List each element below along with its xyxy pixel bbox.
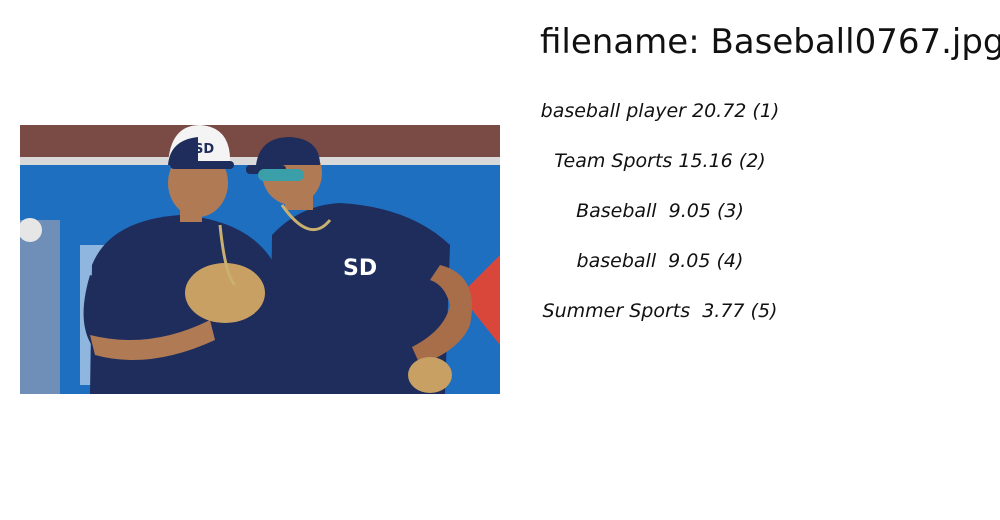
stands: [20, 125, 500, 157]
cap-logo: SD: [194, 142, 214, 157]
baseball-photo: SD SD: [20, 125, 500, 394]
wall-logo: [460, 255, 500, 345]
label-item: Summer Sports 3.77 (5): [542, 300, 778, 322]
label-item: Team Sports 15.16 (2): [554, 150, 766, 172]
background-player-cap: [20, 218, 42, 242]
label-item: Baseball 9.05 (3): [576, 200, 744, 222]
label-item: baseball 9.05 (4): [576, 250, 744, 272]
classification-list: baseball player 20.72 (1) Team Sports 15…: [520, 100, 800, 350]
sunglasses: [258, 169, 304, 181]
background-player: [20, 220, 60, 394]
player-right: SD: [246, 137, 472, 394]
photo-illustration: SD SD: [20, 125, 500, 394]
filename-title: filename: Baseball0767.jpg: [540, 22, 1000, 62]
jersey-logo: SD: [343, 256, 377, 281]
player-left: SD: [83, 125, 282, 394]
baseball-glove: [185, 263, 265, 323]
label-item: baseball player 20.72 (1): [540, 100, 780, 122]
